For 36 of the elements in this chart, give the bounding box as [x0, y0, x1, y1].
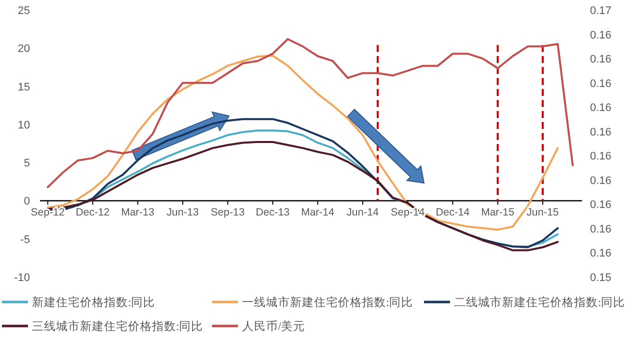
y2-tick-label: 0.17 [590, 5, 612, 17]
x-tick-label: Mar-13 [121, 206, 155, 219]
y2-tick-label: 0.15 [590, 272, 612, 284]
x-tick-label: Dec-13 [256, 206, 290, 219]
y2-tick-label: 0.16 [590, 174, 612, 187]
y-tick-label: 5 [24, 158, 30, 170]
legend-label: 一线城市新建住宅价格指数:同比 [242, 295, 414, 309]
x-tick-label: Jun-15 [526, 206, 559, 219]
x-tick-label: Dec-14 [436, 206, 470, 219]
y2-tick-label: 0.16 [590, 150, 612, 163]
x-tick-label: Jun-13 [166, 206, 199, 219]
y2-tick-label: 0.16 [590, 54, 612, 66]
y2-tick-label: 0.16 [590, 248, 612, 260]
x-tick-label: Jun-14 [346, 206, 379, 219]
legend-label: 三线城市新建住宅价格指数:同比 [32, 319, 204, 333]
legend-label: 新建住宅价格指数:同比 [32, 295, 156, 309]
y2-tick-label: 0.16 [590, 126, 612, 138]
x-tick-label: Dec-12 [76, 206, 110, 219]
legend-label: 人民币/美元 [242, 319, 306, 333]
y2-tick-label: 0.16 [590, 78, 612, 90]
y2-tick-label: 0.16 [590, 29, 612, 42]
y-tick-label: 15 [18, 81, 30, 94]
legend-label: 二线城市新建住宅价格指数:同比 [454, 295, 626, 309]
x-tick-label: Mar-14 [301, 206, 335, 219]
y-tick-label: -5 [20, 234, 30, 246]
y-tick-label: 10 [18, 119, 30, 132]
y-tick-label: 0 [24, 196, 30, 208]
y-tick-label: 25 [18, 5, 30, 17]
x-tick-label: Mar-15 [481, 206, 515, 219]
y-tick-label: 20 [18, 43, 30, 56]
y2-tick-label: 0.16 [590, 199, 612, 212]
y2-tick-label: 0.16 [590, 223, 612, 236]
x-tick-label: Sep-13 [210, 206, 245, 219]
y-tick-label: -10 [14, 272, 30, 284]
y2-tick-label: 0.16 [590, 102, 612, 114]
x-tick-label: Sep-12 [30, 206, 65, 219]
